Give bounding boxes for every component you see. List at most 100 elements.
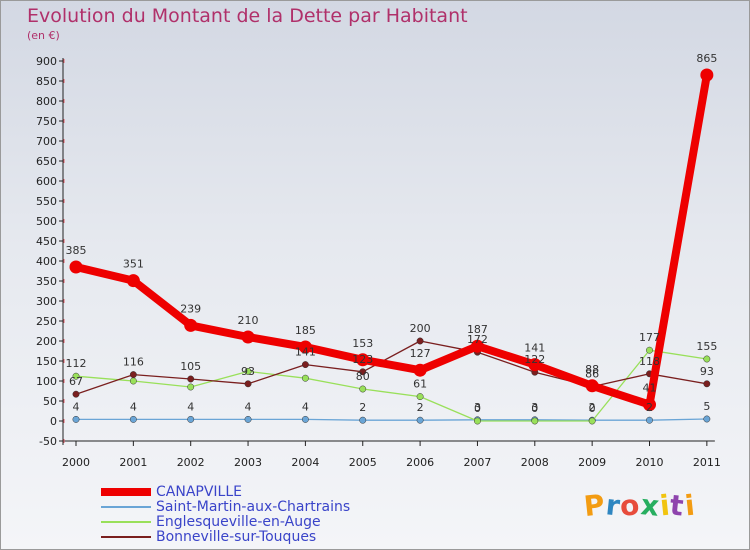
data-point [187, 383, 195, 391]
data-label: 185 [295, 324, 316, 337]
data-point [416, 393, 424, 401]
y-tick-label: 550 [36, 195, 57, 208]
x-tick-label: 2002 [177, 456, 205, 469]
data-point [129, 415, 137, 423]
y-tick-label: 900 [36, 55, 57, 68]
y-tick-label: 650 [36, 155, 57, 168]
series-line-3 [75, 340, 708, 395]
legend-label: Saint-Martin-aux-Chartrains [156, 499, 351, 515]
y-tick-label: 50 [43, 395, 57, 408]
y-tick-label: 350 [36, 275, 57, 288]
data-point [301, 361, 309, 369]
data-label: 239 [180, 302, 201, 315]
data-point [301, 415, 309, 423]
data-label: 112 [66, 357, 87, 370]
data-point [72, 390, 80, 398]
data-point [528, 358, 542, 372]
data-label: 141 [524, 342, 545, 355]
data-label: 0 [589, 402, 596, 415]
data-label: 351 [123, 258, 144, 271]
data-label: 865 [696, 52, 717, 65]
data-label: 93 [241, 365, 255, 378]
proxiti-logo: Proxiti [582, 487, 697, 524]
data-label: 123 [352, 353, 373, 366]
data-point [129, 377, 137, 385]
data-label: 105 [180, 360, 201, 373]
data-label: 4 [245, 400, 252, 413]
data-point [643, 398, 656, 412]
data-label: 2 [359, 401, 366, 414]
y-tick-label: 750 [36, 115, 57, 128]
data-label: 141 [295, 346, 316, 359]
logo-letter: P [582, 487, 608, 524]
data-point [187, 375, 195, 383]
data-point [244, 367, 252, 375]
data-point [184, 318, 198, 332]
x-tick-label: 2006 [406, 456, 434, 469]
data-label: 88 [585, 363, 599, 376]
data-point [72, 415, 80, 423]
data-point [244, 380, 252, 388]
data-label: 61 [413, 378, 427, 391]
data-label: 155 [696, 340, 717, 353]
y-tick-label: 850 [36, 75, 57, 88]
data-point [72, 372, 80, 380]
legend-label: Bonneville-sur-Touques [156, 529, 317, 545]
data-point [298, 340, 312, 354]
data-label: 4 [73, 400, 80, 413]
data-label: 2 [417, 401, 424, 414]
data-label: 200 [410, 322, 431, 335]
legend-item: Saint-Martin-aux-Chartrains [101, 500, 350, 515]
data-point [356, 353, 370, 367]
data-point [129, 371, 137, 379]
data-label: 122 [524, 353, 545, 366]
chart-title: Evolution du Montant de la Dette par Hab… [27, 5, 468, 27]
data-point [359, 368, 367, 376]
data-label: 4 [187, 400, 194, 413]
legend: CANAPVILLE Saint-Martin-aux-Chartrains Eng… [101, 485, 350, 545]
legend-swatch [101, 536, 151, 538]
data-point [703, 380, 711, 388]
data-label: 2 [646, 401, 653, 414]
data-label: 210 [238, 314, 259, 327]
data-label: 3 [474, 401, 481, 414]
data-label: 41 [643, 382, 657, 395]
y-tick-label: 600 [36, 175, 57, 188]
x-tick-label: 2005 [349, 456, 377, 469]
y-tick-label: 450 [36, 235, 57, 248]
y-tick-label: 500 [36, 215, 57, 228]
data-label: 2 [589, 401, 596, 414]
legend-item: Bonneville-sur-Touques [101, 530, 350, 545]
data-label: 67 [69, 375, 83, 388]
y-tick-label: 0 [50, 415, 57, 428]
legend-item: CANAPVILLE [101, 485, 350, 500]
data-point [703, 355, 711, 363]
data-point [700, 68, 714, 82]
legend-item: Englesqueville-en-Auge [101, 515, 350, 530]
data-label: 86 [585, 368, 599, 381]
x-tick-label: 2003 [234, 456, 262, 469]
x-tick-label: 2011 [693, 456, 721, 469]
data-point [69, 260, 83, 274]
x-tick-label: 2007 [463, 456, 491, 469]
data-label: 177 [639, 331, 660, 344]
series-line-1 [75, 418, 708, 421]
data-point [646, 416, 653, 424]
data-label: 0 [474, 402, 481, 415]
data-point [474, 417, 481, 425]
chart-unit: (en €) [27, 29, 60, 42]
y-tick-label: 150 [36, 355, 57, 368]
y-tick-label: 800 [36, 95, 57, 108]
data-label: 385 [66, 244, 87, 257]
data-label: 153 [352, 337, 373, 350]
data-point [470, 339, 484, 353]
x-tick-label: 2001 [119, 456, 147, 469]
legend-swatch [101, 488, 151, 496]
y-tick-label: 300 [36, 295, 57, 308]
x-tick-label: 2010 [636, 456, 664, 469]
data-point [588, 417, 596, 425]
data-point [413, 363, 427, 377]
x-tick-label: 2000 [62, 456, 90, 469]
data-point [126, 274, 140, 288]
